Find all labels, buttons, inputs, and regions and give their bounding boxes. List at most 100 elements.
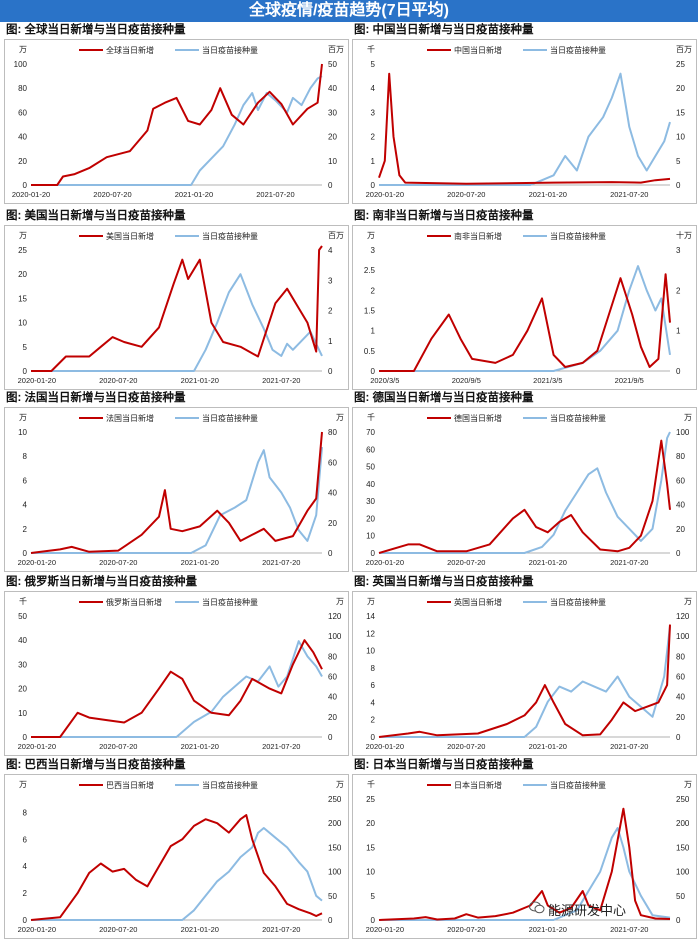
x-tick-label: 2021-01-20 (529, 742, 567, 751)
x-tick-label: 2021-01-20 (181, 925, 219, 934)
chart-title: 图: 俄罗斯当日新增与当日疫苗接种量 (6, 576, 198, 588)
y-tick-label-left: 0 (371, 367, 376, 376)
legend-label-cases: 日本当日新增 (454, 780, 502, 790)
legend-label-vaccine: 当日疫苗接种量 (202, 413, 258, 423)
chart-svg: 0 10 20 30 40 50 60 70 0 20 40 60 80 100 千 万 2020-01-20 2… (366, 412, 692, 567)
y-tick-label-left: 10 (18, 319, 27, 328)
y-tick-label-right: 20 (676, 84, 685, 93)
chart-panel: 图: 俄罗斯当日新增与当日疫苗接种量 0 10 20 30 40 50 0 20 40 60 80 10… (4, 574, 349, 756)
x-tick-label: 2020-01-20 (18, 558, 56, 567)
y-tick-label-right: 50 (328, 892, 337, 901)
y-tick-label-left: 25 (366, 795, 375, 804)
x-tick-label: 2021-07-20 (256, 190, 294, 199)
y-tick-label-left: 12 (366, 629, 375, 638)
x-tick-label: 2021-01-20 (181, 376, 219, 385)
y-tick-label-left: 5 (23, 343, 28, 352)
left-unit-label: 万 (367, 597, 375, 606)
legend-label-cases: 南非当日新增 (454, 231, 502, 241)
chart-frame: 0 10 20 30 40 50 60 70 0 20 40 60 80 100 千 万 2020-01-20 2… (352, 407, 697, 572)
x-tick-label: 2021-07-20 (610, 742, 648, 751)
vaccine-line (31, 640, 323, 738)
chart-title: 图: 英国当日新增与当日疫苗接种量 (354, 576, 534, 588)
chart-title: 图: 德国当日新增与当日疫苗接种量 (354, 392, 534, 404)
chart-svg: 0 0.5 1 1.5 2 2.5 3 0 1 2 3 万 十万 2020/3/5 2020/9/5 2021… (364, 230, 692, 385)
left-unit-label: 万 (19, 780, 27, 789)
legend-label-cases: 全球当日新增 (106, 45, 154, 55)
y-tick-label-left: 15 (366, 843, 375, 852)
y-tick-label-right: 250 (676, 795, 690, 804)
y-tick-label-right: 100 (676, 428, 690, 437)
legend-label-vaccine: 当日疫苗接种量 (550, 413, 606, 423)
x-tick-label: 2021-01-20 (529, 190, 567, 199)
y-tick-label-left: 0 (23, 733, 28, 742)
legend-label-cases: 美国当日新增 (106, 231, 154, 241)
y-tick-label-right: 0 (676, 916, 681, 925)
y-tick-label-left: 1 (371, 157, 376, 166)
x-tick-label: 2020-01-20 (366, 190, 404, 199)
y-tick-label-left: 20 (366, 819, 375, 828)
cases-line (30, 431, 323, 554)
y-tick-label-left: 0 (23, 916, 28, 925)
vaccine-line (379, 625, 671, 738)
y-tick-label-right: 60 (328, 673, 337, 682)
x-tick-label: 2021/3/5 (533, 376, 562, 385)
left-unit-label: 万 (19, 413, 27, 422)
y-tick-label-left: 8 (371, 664, 376, 673)
y-tick-label-left: 5 (371, 60, 376, 69)
y-tick-label-left: 30 (18, 660, 27, 669)
y-tick-label-left: 10 (366, 647, 375, 656)
y-tick-label-left: 60 (18, 108, 27, 117)
y-tick-label-right: 3 (676, 246, 681, 255)
y-tick-label-left: 50 (18, 612, 27, 621)
y-tick-label-left: 60 (366, 445, 375, 454)
chart-panel: 图: 全球当日新增与当日疫苗接种量 0 20 40 60 80 100 0 10 20 30 40 50… (4, 22, 349, 204)
y-tick-label-right: 5 (676, 157, 681, 166)
y-tick-label-left: 6 (23, 476, 28, 485)
vaccine-line (379, 431, 671, 554)
legend-label-vaccine: 当日疫苗接种量 (550, 45, 606, 55)
chart-frame: 0 20 40 60 80 100 0 10 20 30 40 50 万 百万 2020-01-20 2020… (4, 39, 349, 204)
y-tick-label-left: 6 (371, 681, 376, 690)
y-tick-label-right: 80 (676, 652, 685, 661)
chart-panel: 图: 法国当日新增与当日疫苗接种量 0 2 4 6 8 10 0 20 40 60 80 万 万 2020-… (4, 390, 349, 572)
x-tick-label: 2020-01-20 (18, 925, 56, 934)
y-tick-label-right: 100 (328, 868, 342, 877)
x-tick-label: 2021-07-20 (262, 925, 300, 934)
x-tick-label: 2021-07-20 (262, 742, 300, 751)
chart-frame: 0 2 4 6 8 0 50 100 150 200 250 万 万 2020-01-20 2020-07-… (4, 774, 349, 939)
y-tick-label-right: 80 (328, 428, 337, 437)
cases-line (378, 439, 671, 554)
y-tick-label-right: 0 (328, 181, 333, 190)
chart-svg: 0 2 4 6 8 0 50 100 150 200 250 万 万 2020-01-20 2020-07-… (18, 780, 344, 934)
y-tick-label-right: 100 (676, 632, 690, 641)
chart-panel: 图: 日本当日新增与当日疫苗接种量 0 5 10 15 20 25 0 50 100 150 200 2… (352, 757, 697, 939)
cases-line (378, 72, 671, 185)
y-tick-label-left: 0 (371, 916, 376, 925)
y-tick-label-left: 6 (23, 835, 28, 844)
chart-svg: 0 20 40 60 80 100 0 10 20 30 40 50 万 百万 2020-01-20 2020… (12, 45, 344, 199)
legend-label-cases: 德国当日新增 (454, 413, 502, 423)
legend-label-vaccine: 当日疫苗接种量 (550, 231, 606, 241)
y-tick-label-right: 40 (676, 501, 685, 510)
right-unit-label: 百万 (676, 45, 692, 54)
y-tick-label-right: 100 (676, 868, 690, 877)
x-tick-label: 2020-01-20 (366, 925, 404, 934)
x-tick-label: 2020-07-20 (447, 558, 485, 567)
left-unit-label: 千 (367, 44, 375, 54)
y-tick-label-left: 0 (23, 181, 28, 190)
y-tick-label-right: 0 (676, 733, 681, 742)
chart-title: 图: 南非当日新增与当日疫苗接种量 (354, 210, 534, 222)
legend-label-vaccine: 当日疫苗接种量 (202, 231, 258, 241)
y-tick-label-left: 50 (366, 463, 375, 472)
x-tick-label: 2021/9/5 (615, 376, 644, 385)
wechat-icon (529, 901, 545, 914)
right-unit-label: 百万 (328, 231, 344, 240)
chart-svg: 0 10 20 30 40 50 0 20 40 60 80 100 120 千 万 2020-01-20 20… (18, 596, 344, 751)
legend-label-vaccine: 当日疫苗接种量 (202, 780, 258, 790)
y-tick-label-left: 5 (371, 892, 376, 901)
legend-label-vaccine: 当日疫苗接种量 (202, 45, 258, 55)
y-tick-label-left: 8 (23, 452, 28, 461)
chart-frame: 0 5 10 15 20 25 0 1 2 3 4 万 百万 2020-01-20 2020-07-20 20… (4, 225, 349, 390)
vaccine-line (31, 75, 323, 186)
x-tick-label: 2020-01-20 (366, 558, 404, 567)
